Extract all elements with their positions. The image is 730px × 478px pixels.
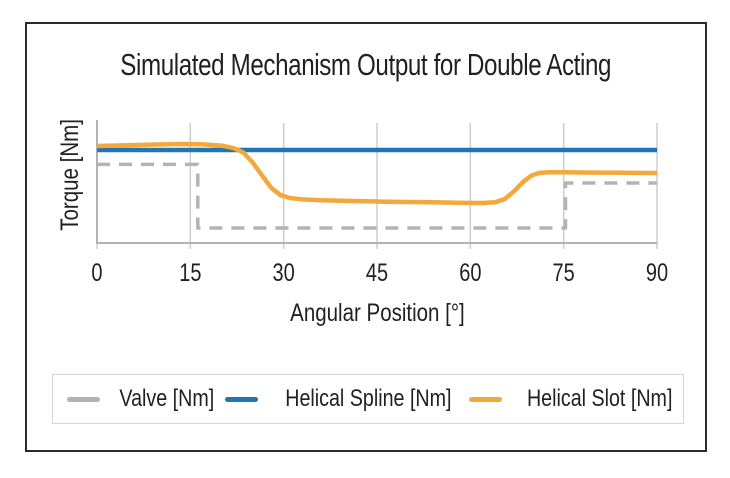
x-tick-label-75: 75 — [553, 259, 575, 287]
legend-label-text: Helical Slot [Nm] — [527, 385, 673, 412]
legend-label: Valve [Nm] — [109, 385, 225, 413]
legend-swatch-icon — [224, 396, 258, 402]
x-tick-label-45: 45 — [366, 259, 388, 287]
chart-title-text: Simulated Mechanism Output for Double Ac… — [120, 47, 612, 82]
legend-swatch-icon — [469, 396, 503, 402]
chart-title: Simulated Mechanism Output for Double Ac… — [25, 47, 707, 83]
legend-item-valve-nm-: Valve [Nm] — [67, 385, 225, 413]
x-tick-label-60: 60 — [459, 259, 481, 287]
series-line-helical-slot-nm- — [96, 141, 658, 206]
legend: Valve [Nm] Helical Spline [Nm] Helical Slo… — [52, 374, 684, 424]
x-axis-label: Angular Position [°] — [289, 299, 465, 327]
legend-item-helical-slot-nm-: Helical Slot [Nm] — [469, 385, 688, 413]
legend-item-helical-spline-nm-: Helical Spline [Nm] — [224, 385, 470, 413]
legend-label: Helical Slot [Nm] — [511, 385, 688, 413]
legend-label-text: Valve [Nm] — [119, 385, 215, 412]
x-tick-label-90: 90 — [646, 259, 668, 287]
y-axis-label: Torque [Nm] — [56, 119, 84, 231]
legend-swatch-icon — [67, 396, 100, 402]
legend-label: Helical Spline [Nm] — [267, 385, 470, 413]
x-tick-label-15: 15 — [179, 259, 201, 287]
legend-label-text: Helical Spline [Nm] — [284, 385, 452, 412]
x-tick-label-30: 30 — [273, 259, 295, 287]
x-tick-label-0: 0 — [91, 259, 102, 287]
